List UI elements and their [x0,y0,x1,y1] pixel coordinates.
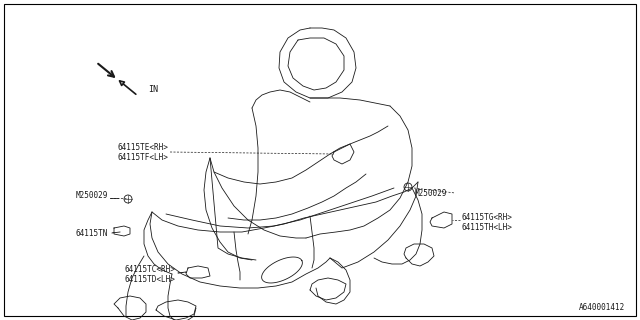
Text: 64115TH<LH>: 64115TH<LH> [462,223,513,233]
Text: A640001412: A640001412 [579,303,625,312]
Text: M250029: M250029 [415,188,447,197]
Text: 64115TE<RH>: 64115TE<RH> [117,143,168,153]
Text: 64115TG<RH>: 64115TG<RH> [462,213,513,222]
Text: M250029: M250029 [76,191,108,201]
Text: IN: IN [148,85,158,94]
Text: 64115TN: 64115TN [76,228,108,237]
Text: 64115TF<LH>: 64115TF<LH> [117,154,168,163]
Text: 64115TC<RH>: 64115TC<RH> [124,266,175,275]
Text: 64115TD<LH>: 64115TD<LH> [124,276,175,284]
